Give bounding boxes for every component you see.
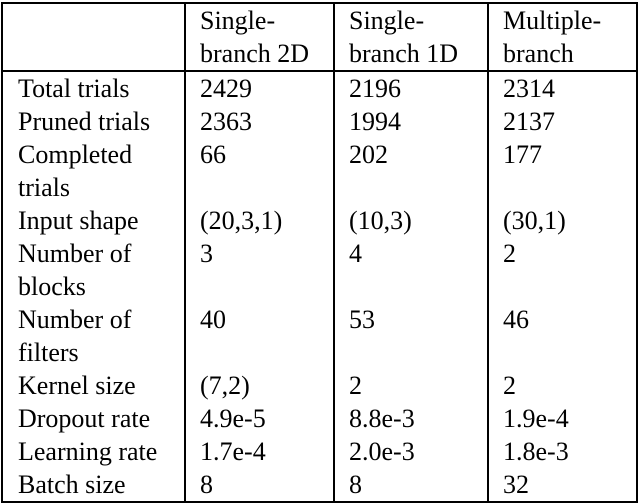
label-line: blocks <box>18 272 86 301</box>
value-cell: 1994 <box>333 105 487 138</box>
value-cell: 46 <box>487 303 636 369</box>
header-line: Single- <box>349 6 425 35</box>
row-label-total-trials: Total trials <box>18 74 130 103</box>
value-cell: 4.9e-5 <box>184 402 333 435</box>
label-line: Number of <box>18 237 168 270</box>
value-cell: (10,3) <box>333 204 487 237</box>
value-cell: 3 <box>184 237 333 303</box>
label-line: Completed <box>18 140 133 169</box>
label-word: Number <box>18 305 104 334</box>
value-cell: (20,3,1) <box>184 204 333 237</box>
header-line: Multiple- <box>503 6 602 35</box>
value-cell: 66 <box>184 138 333 204</box>
value-cell: 2.0e-3 <box>333 435 487 468</box>
label-word: Number <box>18 239 104 268</box>
value-cell: (30,1) <box>487 204 636 237</box>
label-line: Number of <box>18 303 168 336</box>
value-cell: 8 <box>333 468 487 501</box>
value-cell: 177 <box>487 138 636 204</box>
value-cell: 4 <box>333 237 487 303</box>
row-label-batch-size: Batch size <box>18 470 126 499</box>
row-label-number-of-blocks: Number of blocks <box>3 237 184 303</box>
row-label-learning-rate: Learning rate <box>18 437 158 466</box>
corner-cell <box>3 4 184 72</box>
row-label-input-shape: Input shape <box>18 206 139 235</box>
label-word: of <box>109 305 132 334</box>
row-label-kernel-size: Kernel size <box>18 371 136 400</box>
value-cell: 40 <box>184 303 333 369</box>
label-word: of <box>109 239 132 268</box>
value-cell: 2196 <box>333 72 487 105</box>
value-cell: (7,2) <box>184 369 333 402</box>
column-header-single-branch-1d: Single- branch 1D <box>333 4 487 72</box>
row-label-dropout-rate: Dropout rate <box>18 404 151 433</box>
value-cell: 1.9e-4 <box>487 402 636 435</box>
value-cell: 2314 <box>487 72 636 105</box>
value-cell: 2 <box>333 369 487 402</box>
column-header-multiple-branch: Multiple- branch <box>487 4 636 72</box>
value-cell: 1.7e-4 <box>184 435 333 468</box>
value-cell: 8 <box>184 468 333 501</box>
value-cell: 53 <box>333 303 487 369</box>
label-line: trials <box>18 173 70 202</box>
value-cell: 2 <box>487 369 636 402</box>
label-line: filters <box>18 338 79 367</box>
header-line: branch 1D <box>349 39 459 68</box>
header-line: branch <box>503 39 574 68</box>
header-line: Single- <box>200 6 276 35</box>
value-cell: 2 <box>487 237 636 303</box>
value-cell: 1.8e-3 <box>487 435 636 468</box>
value-cell: 202 <box>333 138 487 204</box>
value-cell: 2429 <box>184 72 333 105</box>
row-label-number-of-filters: Number of filters <box>3 303 184 369</box>
value-cell: 32 <box>487 468 636 501</box>
row-label-completed-trials: Completed trials <box>3 138 184 204</box>
value-cell: 2137 <box>487 105 636 138</box>
value-cell: 2363 <box>184 105 333 138</box>
header-line: branch 2D <box>200 39 310 68</box>
column-header-single-branch-2d: Single- branch 2D <box>184 4 333 72</box>
row-label-pruned-trials: Pruned trials <box>18 107 151 136</box>
value-cell: 8.8e-3 <box>333 402 487 435</box>
